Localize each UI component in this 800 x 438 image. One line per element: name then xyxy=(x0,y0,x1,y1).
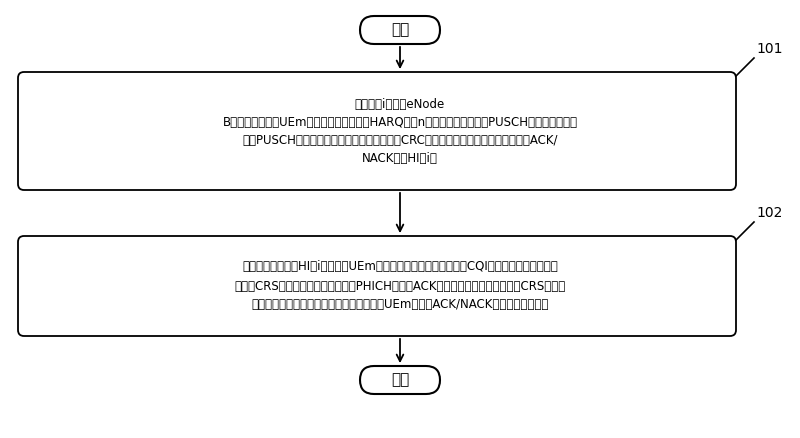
FancyBboxPatch shape xyxy=(360,16,440,44)
Text: 所述PUSCH数据进行译码后得到的循环校验码CRC校验结果，确定对应的需要反馈的ACK/: 所述PUSCH数据进行译码后得到的循环校验码CRC校验结果，确定对应的需要反馈的… xyxy=(242,134,558,146)
Text: 101: 101 xyxy=(756,42,782,56)
Text: B接收到用户设备UEm的混合自动重传请求HARQ进程n的物理上行共享信道PUSCH数据时，根据对: B接收到用户设备UEm的混合自动重传请求HARQ进程n的物理上行共享信道PUSC… xyxy=(222,116,578,128)
FancyBboxPatch shape xyxy=(18,236,736,336)
Text: 所述基站根据所述HI（i）、所述UEm最近一次反馈的信道质量信息CQI对应的基于小区专用参: 所述基站根据所述HI（i）、所述UEm最近一次反馈的信道质量信息CQI对应的基于… xyxy=(242,261,558,273)
FancyBboxPatch shape xyxy=(18,72,736,190)
Text: 资源元素的能量值，对最近一次将要向所述UEm发送的ACK/NACK信息进行功率控制: 资源元素的能量值，对最近一次将要向所述UEm发送的ACK/NACK信息进行功率控… xyxy=(251,299,549,311)
Text: 开始: 开始 xyxy=(391,22,409,38)
FancyBboxPatch shape xyxy=(360,366,440,394)
Text: 102: 102 xyxy=(756,206,782,220)
Text: 结束: 结束 xyxy=(391,372,409,388)
Text: 当在时刻i，基站eNode: 当在时刻i，基站eNode xyxy=(355,98,445,110)
Text: NACK信息HI（i）: NACK信息HI（i） xyxy=(362,152,438,165)
Text: 考信号CRS测量的信噪比、预设的在PHICH上传输ACK信息时的目标信噪比，以及CRS的每个: 考信号CRS测量的信噪比、预设的在PHICH上传输ACK信息时的目标信噪比，以及… xyxy=(234,279,566,293)
